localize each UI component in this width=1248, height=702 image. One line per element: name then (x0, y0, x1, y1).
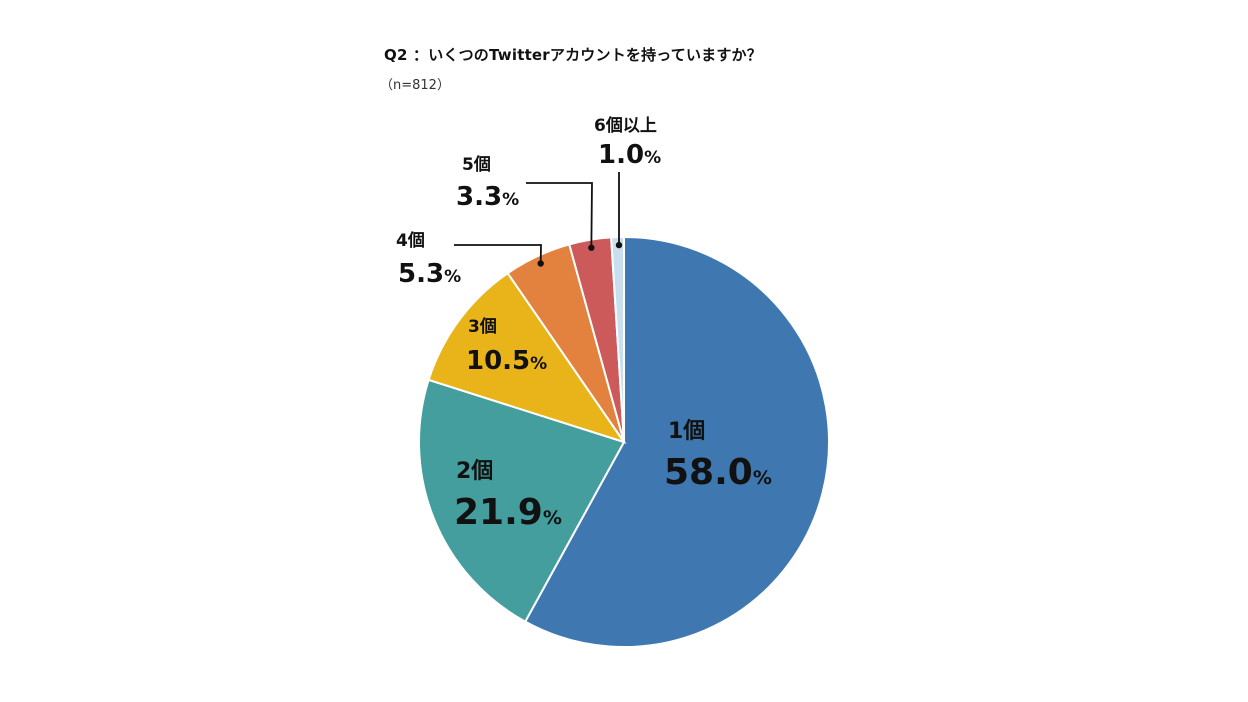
slice-label: 1個 (668, 419, 705, 444)
slice-label: 2個 (456, 459, 493, 484)
slice-3 (427, 271, 627, 444)
slice-1 (523, 235, 830, 648)
slice-2 (418, 378, 626, 624)
slice-value-label: 10.5% (466, 346, 547, 376)
leader-dot (588, 244, 595, 251)
leader-line (526, 182, 593, 248)
slice-label: 4個 (396, 230, 425, 251)
slice-value-label: 21.9% (454, 492, 562, 533)
leader-dot (537, 260, 544, 267)
slice-value-label: 1.0% (598, 140, 661, 170)
leader-dot (615, 241, 623, 249)
leader-line (454, 244, 542, 264)
chart-subtitle: （n=812） (380, 78, 450, 93)
slice-label: 3個 (468, 316, 497, 337)
slice-label: 6個以上 (594, 115, 657, 136)
slice-label: 5個 (462, 154, 491, 175)
chart-title: Q2 ：いくつのTwitterアカウントを持っていますか？ (384, 46, 762, 64)
slice-6-plus (610, 235, 625, 443)
slice-value-label: 58.0% (664, 452, 772, 493)
slice-value-label: 5.3% (398, 259, 461, 289)
slice-value-label: 3.3% (456, 182, 519, 212)
